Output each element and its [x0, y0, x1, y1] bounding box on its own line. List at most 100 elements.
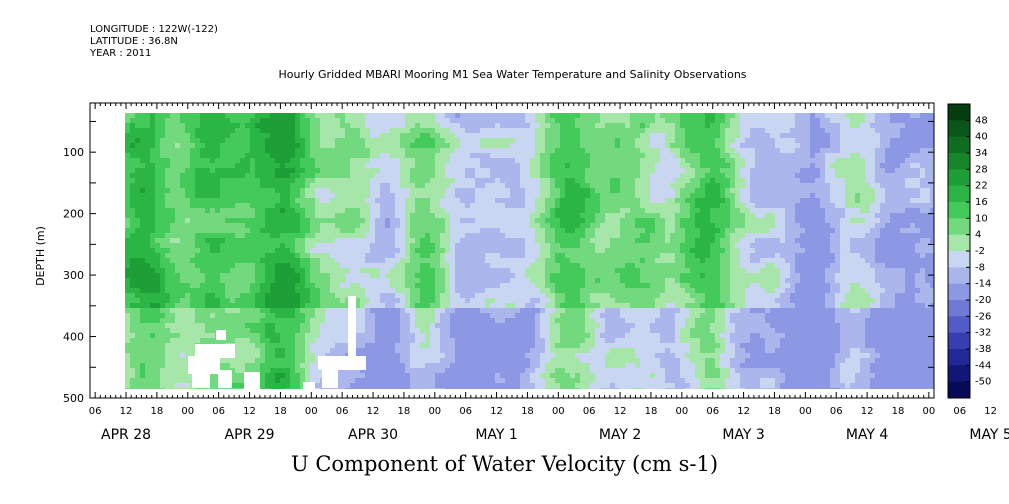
x-day-label: APR 30 — [348, 427, 398, 443]
missing-data-cell — [218, 370, 232, 388]
x-tick-label: 18 — [768, 406, 781, 417]
colorbar-label: 4 — [975, 230, 981, 241]
x-day-label: MAY 2 — [599, 427, 641, 443]
x-tick-label: 12 — [614, 406, 627, 417]
heatmap-field — [125, 113, 934, 389]
x-tick-label: 12 — [490, 406, 503, 417]
x-day-label: APR 28 — [101, 427, 151, 443]
x-tick-label: 06 — [459, 406, 472, 417]
x-tick-label: 18 — [274, 406, 287, 417]
x-tick-label: 06 — [212, 406, 225, 417]
colorbar-label: 28 — [975, 164, 988, 175]
colorbar-label: 48 — [975, 115, 988, 126]
missing-data-cell — [318, 356, 366, 370]
colorbar-label: 10 — [975, 213, 988, 224]
latitude-label: LATITUDE : 36.8N — [90, 36, 178, 47]
x-tick-label: 00 — [675, 406, 688, 417]
year-label: YEAR : 2011 — [90, 48, 152, 59]
colorbar-label: 22 — [975, 181, 988, 192]
colorbar-swatch — [948, 169, 970, 187]
x-tick-label: 12 — [243, 406, 256, 417]
colorbar-label: -44 — [975, 360, 991, 371]
missing-data-cell — [192, 372, 210, 388]
x-tick-label: 06 — [830, 406, 843, 417]
y-tick-label: 400 — [63, 331, 84, 344]
colorbar-label: -2 — [975, 246, 985, 257]
x-tick-label: 12 — [861, 406, 874, 417]
x-tick-label: 06 — [583, 406, 596, 417]
colorbar-swatch — [948, 218, 970, 236]
x-tick-label: 06 — [953, 406, 966, 417]
x-tick-label: 12 — [737, 406, 750, 417]
y-tick-label: 300 — [63, 269, 84, 282]
colorbar-swatch — [948, 365, 970, 383]
x-day-label: MAY 5 — [969, 427, 1009, 443]
chart-title: U Component of Water Velocity (cm s-1) — [290, 452, 719, 476]
x-tick-label: 00 — [428, 406, 441, 417]
colorbar-swatch — [948, 104, 970, 121]
x-tick-label: 00 — [922, 406, 935, 417]
x-tick-label: 06 — [706, 406, 719, 417]
missing-data-cell — [303, 382, 315, 390]
x-tick-label: 12 — [120, 406, 133, 417]
colorbar-swatch — [948, 136, 970, 154]
colorbar-label: 16 — [975, 197, 988, 208]
x-axis-labels: 06 12 18 00 06 12 18 00 06 12 18 00 06 12 18 00 06 12 18 00… — [89, 406, 1009, 443]
colorbar-swatch — [948, 234, 970, 252]
missing-data-patches — [188, 296, 366, 390]
colorbar-swatch — [948, 332, 970, 350]
colorbar-swatch — [948, 283, 970, 301]
chart-subtitle: Hourly Gridded MBARI Mooring M1 Sea Wate… — [278, 68, 747, 81]
colorbar: 48 40 34 28 22 16 10 4 -2 -8 -14 -20 -26 -32 -38 -44 -50 — [947, 103, 991, 399]
x-tick-label: 00 — [799, 406, 812, 417]
colorbar-label: -50 — [975, 377, 991, 388]
x-day-label: MAY 3 — [722, 427, 764, 443]
axes — [89, 102, 935, 399]
x-day-label: MAY 4 — [846, 427, 889, 443]
x-tick-label: 18 — [151, 406, 164, 417]
x-tick-label: 12 — [367, 406, 380, 417]
colorbar-swatch — [948, 185, 970, 203]
colorbar-label: -26 — [975, 311, 991, 322]
missing-data-cell — [216, 330, 226, 340]
colorbar-swatch — [948, 349, 970, 366]
x-tick-label: 06 — [89, 406, 102, 417]
colorbar-swatch — [948, 381, 970, 399]
colorbar-label: -20 — [975, 295, 991, 306]
colorbar-label: -14 — [975, 279, 991, 290]
colorbar-swatch — [948, 153, 970, 170]
missing-data-cell — [322, 370, 338, 388]
colorbar-swatch — [948, 267, 970, 285]
x-day-label: APR 29 — [225, 427, 275, 443]
y-tick-label: 200 — [63, 208, 84, 221]
x-tick-label: 18 — [892, 406, 905, 417]
x-tick-label: 06 — [336, 406, 349, 417]
colorbar-label: -38 — [975, 344, 991, 355]
x-tick-label: 00 — [305, 406, 318, 417]
x-tick-label: 00 — [181, 406, 194, 417]
x-tick-label: 18 — [645, 406, 658, 417]
y-axis-title: DEPTH (m) — [34, 226, 47, 286]
colorbar-label: -8 — [975, 262, 985, 273]
colorbar-swatch — [948, 300, 970, 317]
colorbar-label: -32 — [975, 328, 991, 339]
x-tick-label: 12 — [984, 406, 997, 417]
missing-data-cell — [188, 356, 220, 374]
y-tick-label: 500 — [63, 392, 84, 405]
longitude-label: LONGITUDE : 122W(-122) — [90, 24, 218, 35]
colorbar-swatch — [948, 120, 970, 138]
y-tick-label: 100 — [63, 146, 84, 159]
x-tick-label: 18 — [398, 406, 411, 417]
y-axis-labels: 100 200 300 400 500 — [63, 146, 84, 405]
colorbar-swatch — [948, 316, 970, 334]
colorbar-swatch — [948, 202, 970, 219]
missing-data-cell — [348, 296, 356, 366]
x-tick-label: 00 — [552, 406, 565, 417]
x-tick-label: 18 — [521, 406, 534, 417]
x-day-label: MAY 1 — [475, 427, 517, 443]
colorbar-label: 40 — [975, 132, 988, 143]
missing-data-cell — [195, 344, 235, 358]
colorbar-label: 34 — [975, 148, 988, 159]
